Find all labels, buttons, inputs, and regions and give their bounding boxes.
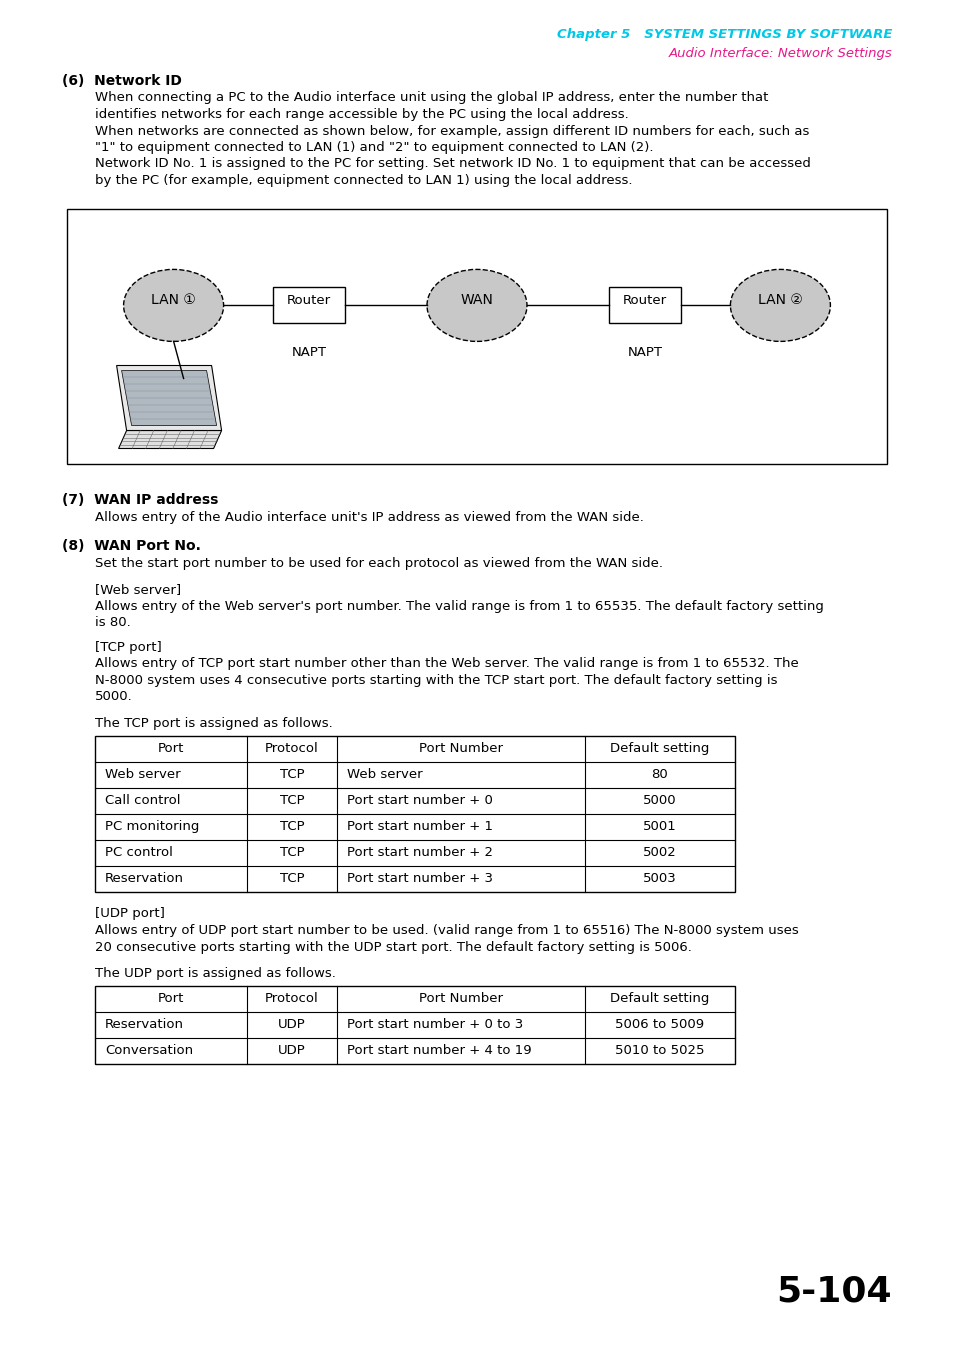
Text: Allows entry of TCP port start number other than the Web server. The valid range: Allows entry of TCP port start number ot… <box>95 657 798 671</box>
FancyBboxPatch shape <box>273 288 345 324</box>
Text: TCP: TCP <box>279 794 304 807</box>
FancyBboxPatch shape <box>95 736 734 891</box>
Text: Allows entry of the Audio interface unit's IP address as viewed from the WAN sid: Allows entry of the Audio interface unit… <box>95 512 643 524</box>
Text: [TCP port]: [TCP port] <box>95 641 162 653</box>
Text: [UDP port]: [UDP port] <box>95 907 165 921</box>
Ellipse shape <box>124 270 223 342</box>
Text: N-8000 system uses 4 consecutive ports starting with the TCP start port. The def: N-8000 system uses 4 consecutive ports s… <box>95 674 777 687</box>
Text: TCP: TCP <box>279 819 304 833</box>
Text: 5-104: 5-104 <box>776 1274 891 1308</box>
Text: LAN ①: LAN ① <box>151 293 195 308</box>
Text: is 80.: is 80. <box>95 617 131 629</box>
Ellipse shape <box>730 270 829 342</box>
Text: LAN ②: LAN ② <box>758 293 802 308</box>
Text: Reservation: Reservation <box>105 1018 184 1031</box>
Text: Network ID No. 1 is assigned to the PC for setting. Set network ID No. 1 to equi: Network ID No. 1 is assigned to the PC f… <box>95 158 810 170</box>
Polygon shape <box>118 431 221 448</box>
Text: 20 consecutive ports starting with the UDP start port. The default factory setti: 20 consecutive ports starting with the U… <box>95 941 691 953</box>
Text: Conversation: Conversation <box>105 1044 193 1057</box>
Text: Allows entry of UDP port start number to be used. (valid range from 1 to 65516) : Allows entry of UDP port start number to… <box>95 923 798 937</box>
Polygon shape <box>121 370 216 425</box>
Text: 5000.: 5000. <box>95 690 132 703</box>
Text: Reservation: Reservation <box>105 872 184 886</box>
Text: PC control: PC control <box>105 846 172 859</box>
Text: 5006 to 5009: 5006 to 5009 <box>615 1018 704 1031</box>
Text: (8)  WAN Port No.: (8) WAN Port No. <box>62 540 201 553</box>
Text: 80: 80 <box>651 768 668 782</box>
Text: (6)  Network ID: (6) Network ID <box>62 74 182 88</box>
Text: Set the start port number to be used for each protocol as viewed from the WAN si: Set the start port number to be used for… <box>95 558 662 570</box>
Text: Default setting: Default setting <box>610 743 709 755</box>
Text: (7)  WAN IP address: (7) WAN IP address <box>62 494 218 508</box>
Text: Audio Interface: Network Settings: Audio Interface: Network Settings <box>667 47 891 59</box>
Text: identifies networks for each range accessible by the PC using the local address.: identifies networks for each range acces… <box>95 108 628 122</box>
Text: TCP: TCP <box>279 846 304 859</box>
Text: "1" to equipment connected to LAN (1) and "2" to equipment connected to LAN (2).: "1" to equipment connected to LAN (1) an… <box>95 140 653 154</box>
Text: Port start number + 0 to 3: Port start number + 0 to 3 <box>347 1018 522 1031</box>
Text: Port start number + 0: Port start number + 0 <box>347 794 493 807</box>
Text: Web server: Web server <box>105 768 180 782</box>
Text: Router: Router <box>622 294 666 306</box>
Text: Port start number + 1: Port start number + 1 <box>347 819 493 833</box>
Text: Allows entry of the Web server's port number. The valid range is from 1 to 65535: Allows entry of the Web server's port nu… <box>95 599 823 613</box>
Text: Web server: Web server <box>347 768 422 782</box>
Text: UDP: UDP <box>278 1044 306 1057</box>
Text: Chapter 5   SYSTEM SETTINGS BY SOFTWARE: Chapter 5 SYSTEM SETTINGS BY SOFTWARE <box>556 28 891 40</box>
Text: 5003: 5003 <box>642 872 677 886</box>
Text: When connecting a PC to the Audio interface unit using the global IP address, en: When connecting a PC to the Audio interf… <box>95 92 767 104</box>
Text: [Web server]: [Web server] <box>95 583 181 597</box>
Text: Call control: Call control <box>105 794 180 807</box>
Text: PC monitoring: PC monitoring <box>105 819 199 833</box>
FancyBboxPatch shape <box>608 288 680 324</box>
Text: Protocol: Protocol <box>265 992 318 1004</box>
Ellipse shape <box>427 270 526 342</box>
Polygon shape <box>116 366 221 431</box>
Text: 5000: 5000 <box>642 794 676 807</box>
Text: WAN: WAN <box>460 293 493 308</box>
Text: The UDP port is assigned as follows.: The UDP port is assigned as follows. <box>95 967 335 980</box>
Text: 5010 to 5025: 5010 to 5025 <box>615 1044 704 1057</box>
Text: 5002: 5002 <box>642 846 677 859</box>
FancyBboxPatch shape <box>95 986 734 1064</box>
Text: Port start number + 4 to 19: Port start number + 4 to 19 <box>347 1044 531 1057</box>
Text: Port start number + 3: Port start number + 3 <box>347 872 493 886</box>
Text: 5001: 5001 <box>642 819 677 833</box>
Text: NAPT: NAPT <box>627 347 662 359</box>
Text: The TCP port is assigned as follows.: The TCP port is assigned as follows. <box>95 717 333 730</box>
Text: Router: Router <box>287 294 331 306</box>
Text: NAPT: NAPT <box>291 347 326 359</box>
Text: Port: Port <box>157 743 184 755</box>
Text: Port Number: Port Number <box>418 743 502 755</box>
Text: Default setting: Default setting <box>610 992 709 1004</box>
Text: UDP: UDP <box>278 1018 306 1031</box>
FancyBboxPatch shape <box>67 208 886 463</box>
Text: TCP: TCP <box>279 872 304 886</box>
Text: TCP: TCP <box>279 768 304 782</box>
Text: Port: Port <box>157 992 184 1004</box>
Text: Port Number: Port Number <box>418 992 502 1004</box>
Text: When networks are connected as shown below, for example, assign different ID num: When networks are connected as shown bel… <box>95 124 808 138</box>
Text: Protocol: Protocol <box>265 743 318 755</box>
Text: Port start number + 2: Port start number + 2 <box>347 846 493 859</box>
Text: by the PC (for example, equipment connected to LAN 1) using the local address.: by the PC (for example, equipment connec… <box>95 174 632 188</box>
